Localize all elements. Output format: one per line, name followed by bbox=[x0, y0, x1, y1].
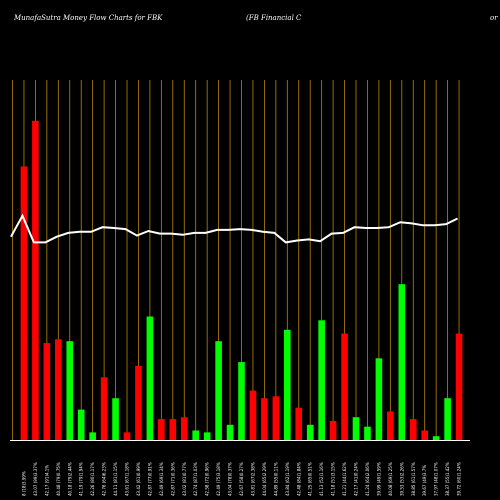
money-flow-bar bbox=[409, 419, 417, 440]
money-flow-bar bbox=[432, 436, 440, 440]
x-tick-label: 37.97 (48)1.07% bbox=[434, 462, 439, 496]
x-tick-label: 40.48 (79)0.75% bbox=[56, 462, 61, 496]
x-tick-label: 39.99 (49)1.59% bbox=[376, 462, 381, 496]
x-tick-labels: 8 (18)3.99% 43.07 (99)3.37% 42.17 (91)4.1%… bbox=[21, 462, 461, 496]
x-tick-label: 44.04 (65)2.29% bbox=[262, 462, 267, 496]
x-tick-label: 42.26 (80)1.17% bbox=[90, 462, 95, 496]
x-tick-label: 41.19 (79)1.94% bbox=[79, 462, 84, 496]
chart-subtitle: (FB Financial C bbox=[246, 14, 302, 22]
money-flow-bar bbox=[364, 426, 371, 440]
x-tick-label: 43.61 (67)1.18% bbox=[125, 462, 130, 496]
money-flow-bar bbox=[398, 284, 406, 440]
money-flow-bar bbox=[238, 362, 245, 440]
x-tick-label: 43.84 (62)1.19% bbox=[285, 462, 290, 496]
money-flow-bar bbox=[215, 341, 222, 440]
money-flow-bar bbox=[341, 333, 348, 440]
money-flow-bar bbox=[306, 424, 314, 440]
money-flow-bar bbox=[66, 341, 74, 440]
x-tick-label: 42.87 (77)0.91% bbox=[147, 462, 152, 496]
x-tick-label: 41.21 (44)1.62% bbox=[342, 462, 347, 496]
money-flow-bar bbox=[329, 421, 337, 440]
money-flow-bar bbox=[295, 407, 303, 440]
price-line bbox=[10, 213, 458, 244]
money-flow-bar bbox=[261, 398, 268, 440]
chart-title-overflow: or bbox=[490, 14, 498, 22]
x-tick-label: 41.18 (51)3.15% bbox=[331, 462, 336, 496]
money-flow-bar bbox=[444, 398, 451, 440]
x-tick-label: 42.17 (41)0.24% bbox=[354, 462, 359, 496]
money-flow-bar bbox=[55, 339, 62, 440]
x-tick-label: 41.24 (64)2.06% bbox=[365, 462, 370, 496]
x-tick-label: 41.13 (52)1.16% bbox=[319, 462, 324, 496]
x-tick-label: 43.81 (67)2.38% bbox=[250, 462, 255, 496]
x-tick-label: 40.08 (69)1.25% bbox=[388, 462, 393, 496]
money-flow-bar bbox=[146, 316, 154, 440]
money-flow-bar bbox=[318, 320, 325, 440]
money-flow-bar bbox=[180, 417, 188, 440]
x-tick-label: 41.25 (65)0.51% bbox=[308, 462, 313, 496]
money-flow-bar bbox=[100, 377, 108, 440]
money-flow-bar bbox=[89, 432, 96, 440]
x-tick-label: 43.04 (78)0.37% bbox=[228, 462, 233, 496]
x-tick-label: 43.07 (99)3.37% bbox=[33, 462, 38, 496]
money-flow-bar bbox=[112, 398, 119, 440]
x-tick-label: 39.53 (53)2.26% bbox=[399, 462, 404, 496]
x-tick-label: 42.76 (64)6.23% bbox=[102, 462, 107, 496]
x-tick-label: 42.87 (71)0.36% bbox=[170, 462, 175, 496]
money-flow-bar bbox=[123, 432, 131, 440]
x-tick-label: 42.58 (72)0.96% bbox=[205, 462, 210, 496]
x-tick-label: 40.18 (79)2.44% bbox=[67, 462, 72, 496]
x-tick-label: 43.02 (81)0.77% bbox=[182, 462, 187, 496]
money-flow-bars bbox=[20, 120, 463, 441]
money-flow-bar bbox=[203, 432, 211, 440]
money-flow-bar bbox=[249, 390, 257, 440]
money-flow-bar bbox=[158, 419, 165, 440]
money-flow-bar bbox=[32, 120, 39, 441]
money-flow-bar bbox=[272, 396, 280, 440]
money-flow-bar bbox=[387, 411, 394, 440]
money-flow-bar bbox=[375, 358, 383, 440]
x-tick-label: 39.72 (60)1.24% bbox=[457, 462, 462, 496]
money-flow-bar bbox=[226, 424, 234, 440]
chart-title: MunafaSutra Money Flow Charts for FBK bbox=[13, 14, 163, 22]
money-flow-bar bbox=[192, 430, 199, 440]
money-flow-bar bbox=[43, 343, 51, 440]
x-tick-label: 42.49 (69)1.34% bbox=[159, 462, 164, 496]
x-tick-label: 44.11 (81)1.15% bbox=[113, 462, 118, 496]
x-tick-label: 42.67 (58)0.27% bbox=[239, 462, 244, 496]
vertical-gridlines bbox=[12, 80, 460, 440]
money-flow-bar bbox=[169, 419, 177, 440]
x-tick-label: 42.17 (91)4.1% bbox=[44, 465, 49, 496]
x-tick-label: 42.49 (75)3.18% bbox=[216, 462, 221, 496]
x-tick-label: 42.74 (87)1.03% bbox=[193, 462, 198, 496]
x-tick-label: 8 (18)3.99% bbox=[21, 471, 26, 496]
money-flow-bar bbox=[455, 333, 463, 440]
x-tick-label: 44.89 (55)0.11% bbox=[273, 462, 278, 496]
x-tick-label: 43.42 (61)0.99% bbox=[136, 462, 141, 496]
money-flow-bar bbox=[284, 329, 291, 440]
money-flow-bar bbox=[421, 430, 428, 440]
x-tick-label: 39.67 (49)3.7% bbox=[422, 465, 427, 496]
x-tick-label: 38.37 (55)1.42% bbox=[445, 462, 450, 496]
x-tick-label: 42.48 (84)1.84% bbox=[296, 462, 301, 496]
x-tick-label: 38.85 (61)1.57% bbox=[411, 462, 416, 496]
money-flow-bar bbox=[135, 365, 142, 440]
money-flow-bar bbox=[20, 166, 28, 440]
money-flow-bar bbox=[77, 409, 85, 440]
money-flow-bar bbox=[352, 417, 360, 440]
